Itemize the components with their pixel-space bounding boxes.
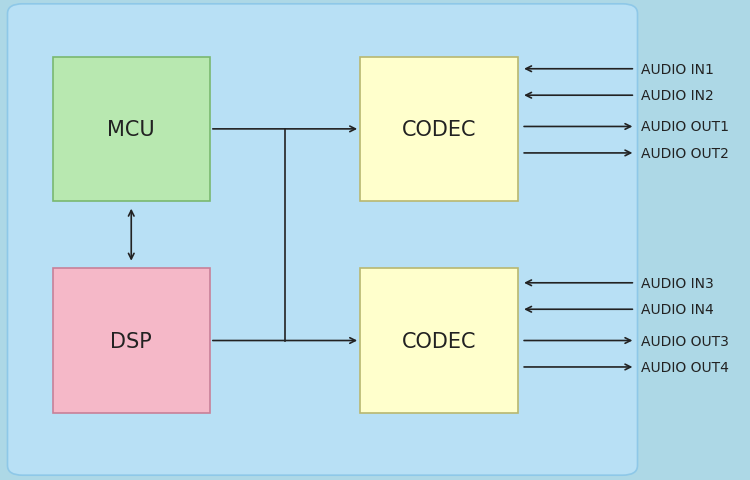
Text: DSP: DSP [110, 331, 152, 351]
FancyBboxPatch shape [53, 269, 210, 413]
FancyBboxPatch shape [360, 58, 518, 202]
FancyBboxPatch shape [8, 5, 638, 475]
Text: AUDIO IN1: AUDIO IN1 [641, 62, 714, 77]
Text: AUDIO IN4: AUDIO IN4 [641, 302, 714, 317]
Text: AUDIO IN3: AUDIO IN3 [641, 276, 714, 290]
Text: AUDIO OUT2: AUDIO OUT2 [641, 146, 729, 161]
Text: CODEC: CODEC [401, 120, 476, 140]
Text: AUDIO IN2: AUDIO IN2 [641, 89, 714, 103]
Text: MCU: MCU [107, 120, 155, 140]
Text: AUDIO OUT1: AUDIO OUT1 [641, 120, 729, 134]
FancyBboxPatch shape [53, 58, 210, 202]
Text: AUDIO OUT4: AUDIO OUT4 [641, 360, 729, 374]
Text: CODEC: CODEC [401, 331, 476, 351]
FancyBboxPatch shape [360, 269, 518, 413]
Text: AUDIO OUT3: AUDIO OUT3 [641, 334, 729, 348]
